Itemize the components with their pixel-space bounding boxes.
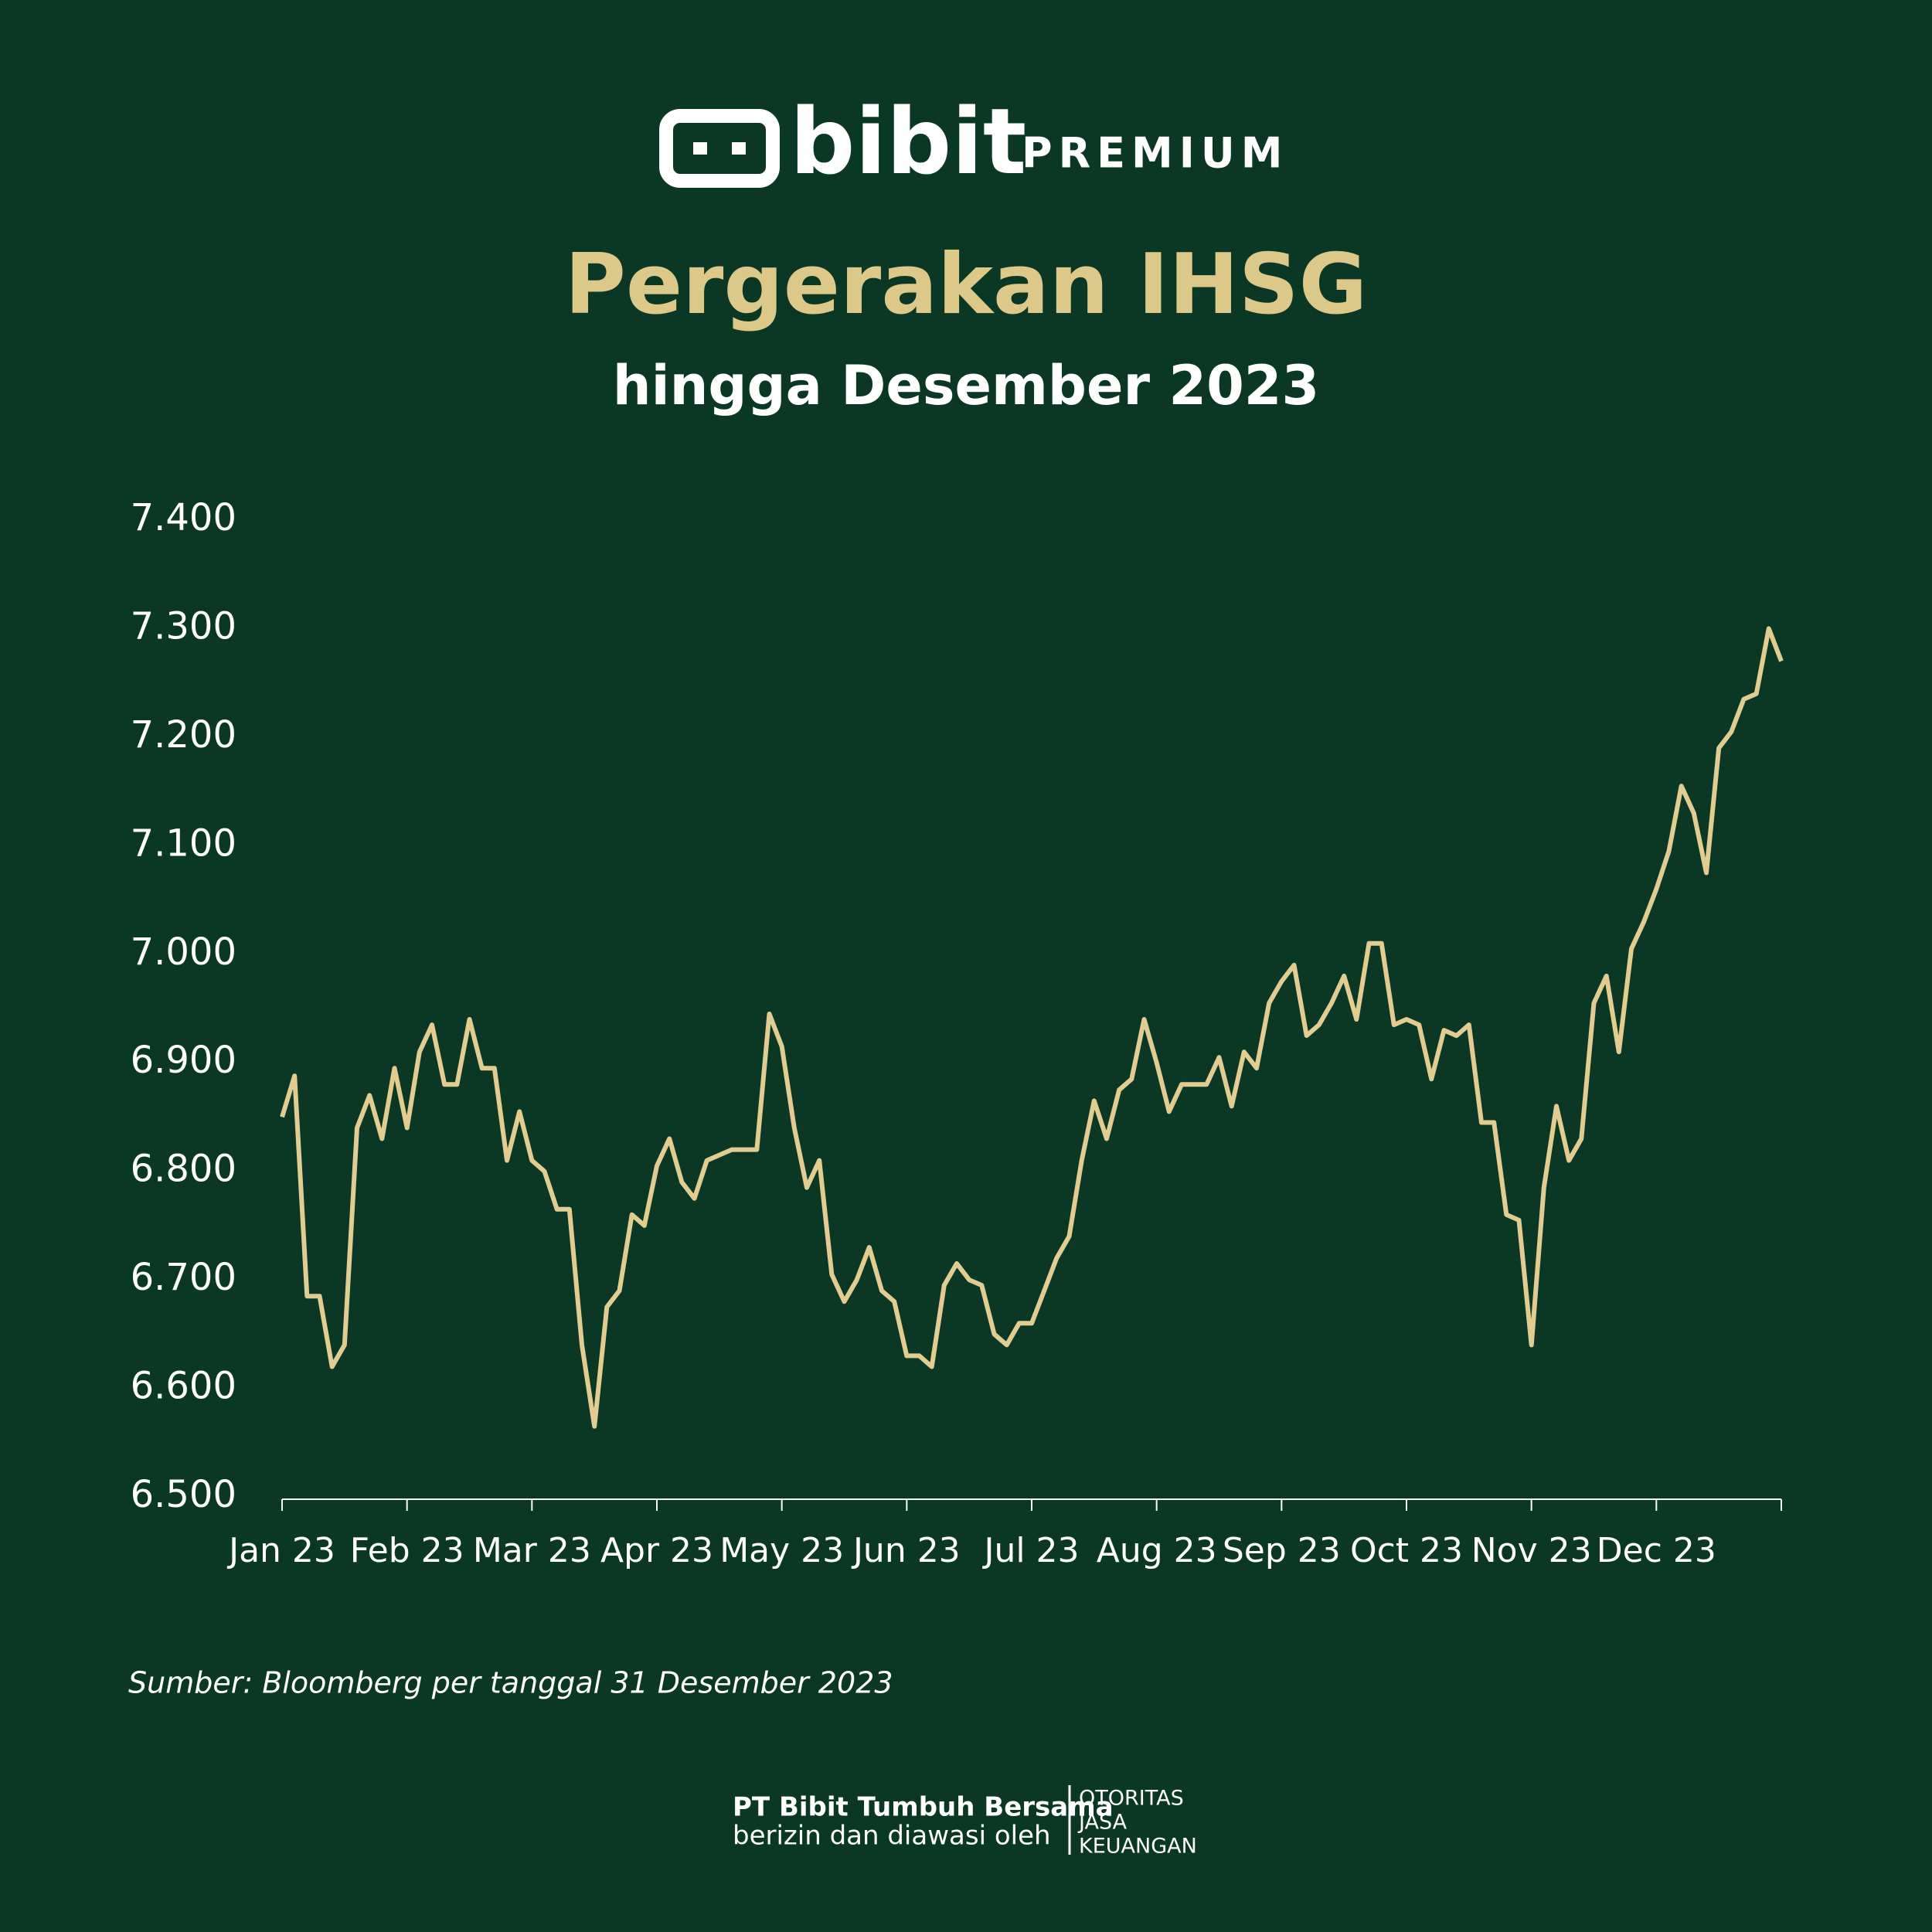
x-tick-label: Nov 23 (1471, 1531, 1592, 1570)
y-tick-label: 6.500 (131, 1473, 236, 1516)
footer-regulator: JASA (1077, 1811, 1128, 1835)
y-tick-label: 7.400 (131, 496, 236, 539)
footer-company: PT Bibit Tumbuh Bersama (733, 1792, 1114, 1823)
y-tick-label: 6.800 (131, 1148, 236, 1191)
footer-regulator: OTORITAS (1079, 1787, 1184, 1811)
x-tick-label: Mar 23 (473, 1531, 591, 1570)
y-tick-label: 7.200 (131, 713, 236, 757)
logo-icon (659, 109, 780, 188)
y-tick-label: 7.000 (131, 930, 236, 974)
y-tick-label: 6.700 (131, 1256, 236, 1299)
logo-eye (732, 142, 746, 155)
footer-license: berizin dan diawasi oleh (733, 1821, 1051, 1852)
x-tick-label: Feb 23 (350, 1531, 464, 1570)
line-series (280, 626, 1784, 1429)
x-tick-label: Apr 23 (600, 1531, 713, 1570)
source-note: Sumber: Bloomberg per tanggal 31 Desembe… (128, 1666, 893, 1700)
x-tick-label: Oct 23 (1350, 1531, 1463, 1570)
x-tick-label: Jan 23 (226, 1531, 335, 1570)
x-tick-label: Dec 23 (1597, 1531, 1716, 1570)
y-tick-label: 7.300 (131, 604, 236, 648)
x-tick-label: Jul 23 (981, 1531, 1079, 1570)
chart-title: Pergerakan IHSG (565, 236, 1368, 333)
x-tick-label: Sep 23 (1223, 1531, 1341, 1570)
logo-tier: PREMIUM (1022, 129, 1288, 178)
x-tick-label: Jun 23 (851, 1531, 961, 1570)
chart-subtitle: hingga Desember 2023 (613, 354, 1319, 417)
logo-name: bibit (790, 88, 1026, 195)
footer: PT Bibit Tumbuh Bersama berizin dan diaw… (733, 1785, 1197, 1859)
y-tick-label: 6.900 (131, 1039, 236, 1082)
logo-eye (693, 142, 707, 155)
logo: bibit PREMIUM (659, 88, 1288, 195)
y-tick-label: 7.100 (131, 821, 236, 865)
x-tick-label: May 23 (719, 1531, 844, 1570)
x-tick-label: Aug 23 (1097, 1531, 1217, 1570)
footer-regulator: KEUANGAN (1079, 1835, 1197, 1859)
y-tick-label: 6.600 (131, 1365, 236, 1408)
